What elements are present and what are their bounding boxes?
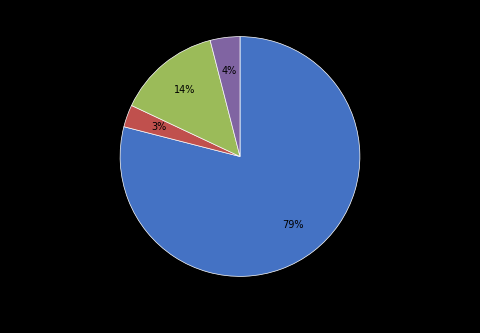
Wedge shape [210,37,240,157]
Wedge shape [124,106,240,157]
Text: 14%: 14% [174,85,196,95]
Text: 3%: 3% [151,122,167,132]
Text: 79%: 79% [282,220,304,230]
Text: 4%: 4% [222,66,237,76]
Wedge shape [132,40,240,157]
Wedge shape [120,37,360,276]
